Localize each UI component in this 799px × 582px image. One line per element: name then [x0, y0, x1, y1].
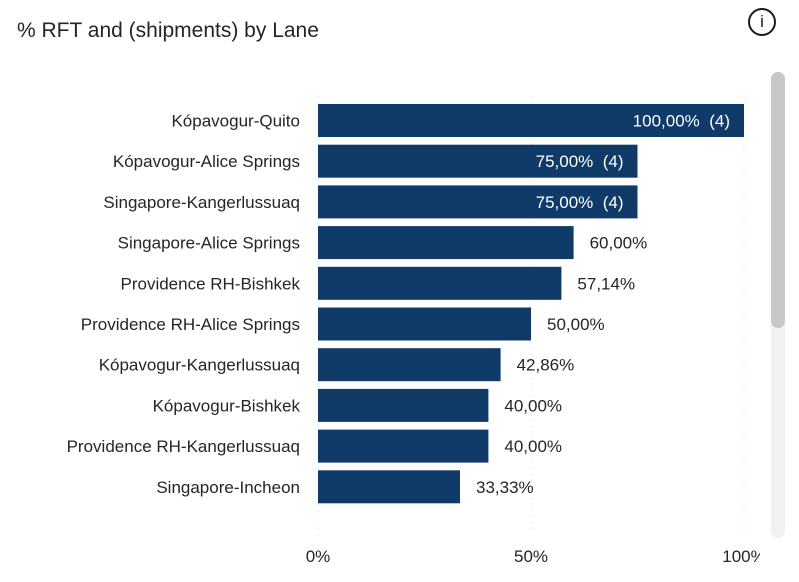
category-label: Singapore-Alice Springs [118, 234, 300, 253]
bar-chart: Kópavogur-Quito Kópavogur-Alice Springs Si… [67, 96, 760, 566]
data-label: 50,00% [547, 315, 605, 334]
bar[interactable] [318, 348, 501, 382]
category-label: Providence RH-Alice Springs [81, 315, 300, 334]
category-labels: Kópavogur-Quito Kópavogur-Alice Springs Si… [67, 112, 301, 497]
category-label: Providence RH-Kangerlussuaq [67, 437, 300, 456]
bar[interactable] [318, 104, 744, 137]
category-label: Providence RH-Bishkek [120, 274, 300, 293]
x-tick-label: 50% [514, 547, 548, 566]
data-label: 60,00% [590, 234, 648, 253]
bar[interactable] [318, 266, 562, 300]
category-label: Kópavogur-Quito [171, 112, 300, 131]
category-label: Singapore-Incheon [156, 478, 300, 497]
bar[interactable] [318, 470, 460, 504]
bar[interactable] [318, 144, 638, 178]
data-label: 33,33% [476, 478, 534, 497]
bar[interactable] [318, 226, 574, 260]
chart-title: % RFT and (shipments) by Lane [17, 19, 319, 42]
data-label: 75,00% (4) [536, 193, 624, 212]
scrollbar-thumb[interactable] [771, 72, 785, 328]
bar[interactable] [318, 429, 489, 463]
bars-layer [318, 104, 744, 504]
data-label: 40,00% [504, 396, 562, 415]
x-tick-label: 0% [306, 547, 331, 566]
data-label: 100,00% (4) [633, 112, 730, 131]
category-label: Kópavogur-Kangerlussuaq [99, 356, 300, 375]
category-label: Kópavogur-Bishkek [153, 396, 301, 415]
data-label: 57,14% [577, 274, 635, 293]
data-label: 42,86% [517, 356, 575, 375]
info-icon[interactable]: i [748, 8, 776, 36]
category-label: Kópavogur-Alice Springs [113, 152, 300, 171]
data-label: 40,00% [504, 437, 562, 456]
value-labels: 100,00% (4) 75,00% (4) 75,00% (4) 60,00% 57,… [476, 112, 730, 497]
bar[interactable] [318, 185, 638, 219]
category-label: Singapore-Kangerlussuaq [103, 193, 300, 212]
axis-ticks: 0% 50% 100% [306, 547, 760, 566]
bar[interactable] [318, 388, 489, 422]
bar[interactable] [318, 307, 531, 341]
x-tick-label: 100% [722, 547, 760, 566]
data-label: 75,00% (4) [536, 152, 624, 171]
